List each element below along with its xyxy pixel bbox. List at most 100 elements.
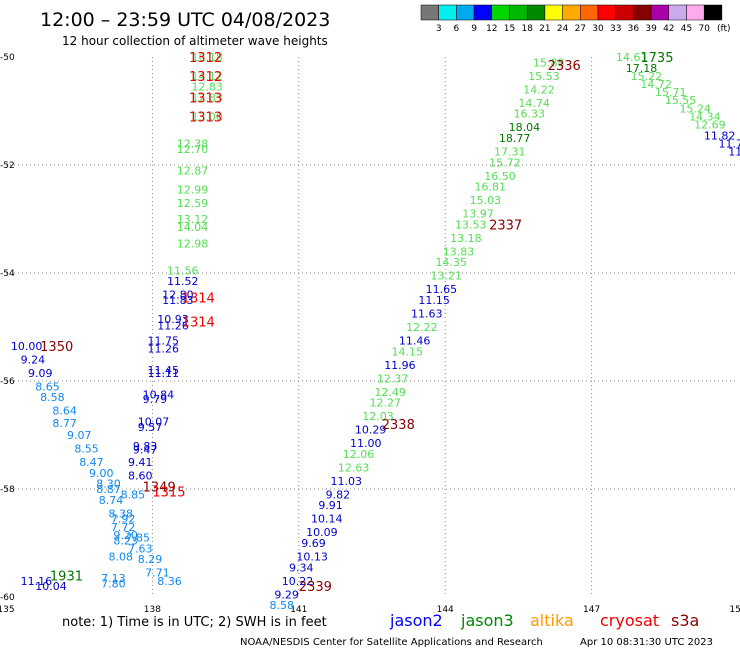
colorbar-tick-label: 27 [575,24,586,34]
colorbar-swatch [526,4,546,21]
wave-height-value: 11.00 [350,437,382,450]
wave-height-value: 8.30 [96,478,121,491]
wave-height-value: 12.06 [343,448,375,461]
wave-height-value: 8.77 [52,417,77,430]
wave-height-value: 11.65 [426,283,458,296]
x-tick-label: 141 [290,605,307,615]
colorbar-tick-label: 12 [486,24,497,34]
y-tick-label: -56 [0,377,15,387]
wave-height-value: 10.29 [355,424,387,437]
wave-height-value: 11.15 [418,294,450,307]
wave-height-value: 13.18 [450,232,482,245]
wave-height-value: 15.71 [655,86,687,99]
color-scale-legend: 3 6 9 12 15 18 21 24 27 30 33 36 39 42 45 70 (ft) [420,4,731,34]
wave-height-value: 11.82 [704,129,736,142]
wave-height-value: 15.88 [533,56,565,69]
wave-height-value: 11.96 [384,359,416,372]
wave-height-value: 12.27 [370,397,402,410]
pass-time-label: 2337 [489,218,522,233]
wave-height-value: 11.83 [162,294,194,307]
colorbar-swatch [686,4,705,21]
wave-height-value: 11.56 [167,264,199,277]
wave-height-value: 12.99 [177,183,209,196]
colorbar-tick-label: 33 [610,24,621,34]
pass-time-label: 1350 [40,340,73,355]
wave-height-value: 12.83 [191,81,223,94]
wave-height-value: 14.04 [177,221,209,234]
colorbar-swatch [650,4,670,21]
wave-height-value: 16.81 [474,181,506,194]
pass-time-label: 1931 [50,569,83,584]
wave-height-value: 8.47 [79,456,104,469]
wave-height-value: 8.58 [270,599,295,612]
wave-height-value: 15.72 [489,156,521,169]
wave-height-value: 9.20 [113,529,138,542]
wave-height-value: 10.93 [157,313,189,326]
wave-height-value: 18.04 [509,121,541,134]
wave-height-value: 14.61 [616,51,648,64]
x-tick-label: 150 [729,605,740,615]
wave-height-value: 12.80 [162,289,194,302]
wave-height-value: 8.55 [74,443,99,456]
wave-height-value: 12.59 [177,197,209,210]
pass-time-label: 1312 [189,51,222,66]
colorbar-swatch [544,4,563,21]
x-tick-label: 144 [437,605,454,615]
wave-height-value: 13.53 [455,218,487,231]
pass-time-label: 1315 [152,486,185,501]
wave-height-value: 15.03 [470,194,502,207]
wave-height-value: 12.87 [177,164,209,177]
colorbar-tick-label: 30 [592,24,604,34]
wave-height-value: 9.47 [133,444,158,457]
wave-height-value: 15.24 [679,102,711,115]
wave-height-value: 10.22 [282,575,314,588]
wave-height-value: 9.83 [133,440,158,453]
wave-height-value: 17.31 [494,146,526,159]
wave-height-value: 8.85 [121,488,145,501]
wave-height-value: 11.70 [718,137,740,150]
pass-time-label: 1313 [189,92,222,107]
wave-height-value: 15.22 [631,70,663,83]
footer-timestamp: Apr 10 08:31:30 UTC 2023 [580,637,713,648]
wave-height-value: 14.35 [435,256,467,269]
wave-height-value: 7.85 [126,532,151,545]
wave-height-value: 9.00 [89,467,114,480]
legend-cryosat: cryosat [600,611,659,630]
wave-height-value: 17.18 [626,62,658,75]
footer-note: note: 1) Time is in UTC; 2) SWH is in fe… [62,615,327,630]
colorbar-swatch [438,4,457,21]
colorbar-tick-label: 45 [681,24,692,34]
colorbar-tick-label: 6 [454,24,460,34]
wave-height-value: 7.92 [111,513,136,526]
wave-height-value: 9.29 [274,588,299,601]
colorbar-swatch [703,4,723,21]
colorbar-unit: (ft) [717,24,731,34]
colorbar-tick-label: 24 [557,24,569,34]
wave-height-value: 12.37 [377,372,409,385]
colorbar-swatch [456,4,475,21]
wave-height-value: 8.74 [99,494,124,507]
wave-height-value: 7.72 [111,521,136,534]
colorbar-swatch [615,4,634,21]
wave-height-value: 14.15 [392,345,424,358]
wave-height-value: 13.97 [462,208,494,221]
wave-height-value: 11.16 [728,146,740,159]
wave-height-value: 9.57 [138,421,163,434]
wave-height-value: 12.63 [338,461,370,474]
pass-time-label: 1349 [143,480,176,495]
wave-height-value: 8.65 [35,380,60,393]
wave-height-value: 7.13 [101,572,126,585]
colorbar-swatch [509,4,528,21]
wave-height-value: 10.00 [11,340,43,353]
chart-subtitle: 12 hour collection of altimeter wave hei… [62,34,328,48]
wave-height-value: 11.63 [411,308,443,321]
wave-height-value: 9.07 [67,429,92,442]
wave-height-values: 16.1814.1212.8312.8313.0012.3812.7012.87… [11,51,740,612]
colorbar-swatch [597,4,616,21]
wave-height-value: 12.03 [362,410,394,423]
pass-time-label: 1314 [182,291,215,306]
wave-height-value: 11.45 [148,364,180,377]
footer-credit: NOAA/NESDIS Center for Satellite Applica… [240,637,543,648]
colorbar-tick-label: 21 [539,24,550,34]
